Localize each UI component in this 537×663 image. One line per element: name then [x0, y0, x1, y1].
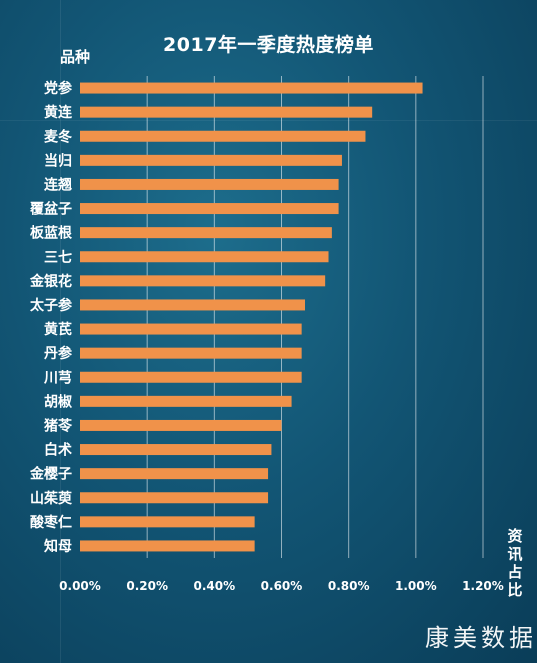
category-label: 三七 [44, 250, 72, 266]
category-label: 太子参 [30, 297, 73, 314]
category-label: 板蓝根 [30, 225, 73, 242]
bar [80, 516, 255, 528]
watermark-logo: 康美数据 [425, 624, 537, 652]
category-label: 连翘 [44, 176, 72, 193]
x-tick-label: 0.20% [126, 579, 168, 593]
bar [80, 154, 342, 166]
category-label: 当归 [44, 152, 72, 169]
y-axis-label: 品种 [60, 48, 91, 66]
category-label: 白术 [44, 442, 72, 459]
category-label: 覆盆子 [30, 201, 72, 218]
bar [80, 227, 332, 239]
category-label: 党参 [44, 80, 73, 97]
x-tick-label: 1.00% [395, 579, 437, 593]
category-label: 金银花 [29, 273, 72, 290]
background-decoration [60, 0, 61, 663]
category-label: 麦冬 [44, 128, 72, 145]
category-label: 丹参 [44, 345, 73, 362]
x-tick-label: 0.40% [194, 579, 236, 593]
bar [80, 299, 306, 311]
category-label: 胡椒 [44, 393, 72, 410]
x-tick-label: 0.80% [328, 579, 370, 593]
category-labels: 党参黄连麦冬当归连翘覆盆子板蓝根三七金银花太子参黄芪丹参川芎胡椒猪苓白术金樱子山… [29, 80, 73, 555]
category-label: 猪苓 [43, 417, 73, 434]
bar [80, 323, 302, 335]
bar [80, 468, 269, 480]
bar [80, 130, 366, 142]
bar [80, 82, 423, 94]
category-label: 山茱萸 [30, 490, 73, 507]
bar [80, 106, 373, 118]
category-label: 知母 [44, 538, 72, 555]
x-tick-label: 1.20% [462, 579, 504, 593]
bar [80, 275, 326, 287]
grid-lines [146, 76, 484, 558]
tick-labels: 0.00% 0.20% 0.40% 0.60% 0.80% 1.00% 1.20% [59, 579, 504, 593]
chart-title: 2017年一季度热度榜单 [163, 34, 374, 56]
category-label: 金樱子 [29, 466, 72, 483]
bar [80, 419, 282, 431]
category-label: 黄芪 [44, 321, 72, 338]
bar [80, 371, 302, 383]
bar [80, 251, 329, 263]
bar [80, 178, 339, 190]
category-label: 酸枣仁 [30, 514, 72, 531]
bars [80, 82, 423, 552]
bar [80, 444, 272, 456]
category-label: 黄连 [44, 104, 73, 121]
x-axis-label: 资讯占比 [507, 527, 523, 599]
bar [80, 540, 255, 552]
x-tick-label: 0.60% [261, 579, 303, 593]
x-tick-label: 0.00% [59, 579, 101, 593]
bar [80, 203, 339, 215]
category-label: 川芎 [43, 369, 72, 386]
bar [80, 347, 302, 359]
bar [80, 492, 269, 504]
background-decoration [0, 120, 537, 121]
bar [80, 395, 292, 407]
